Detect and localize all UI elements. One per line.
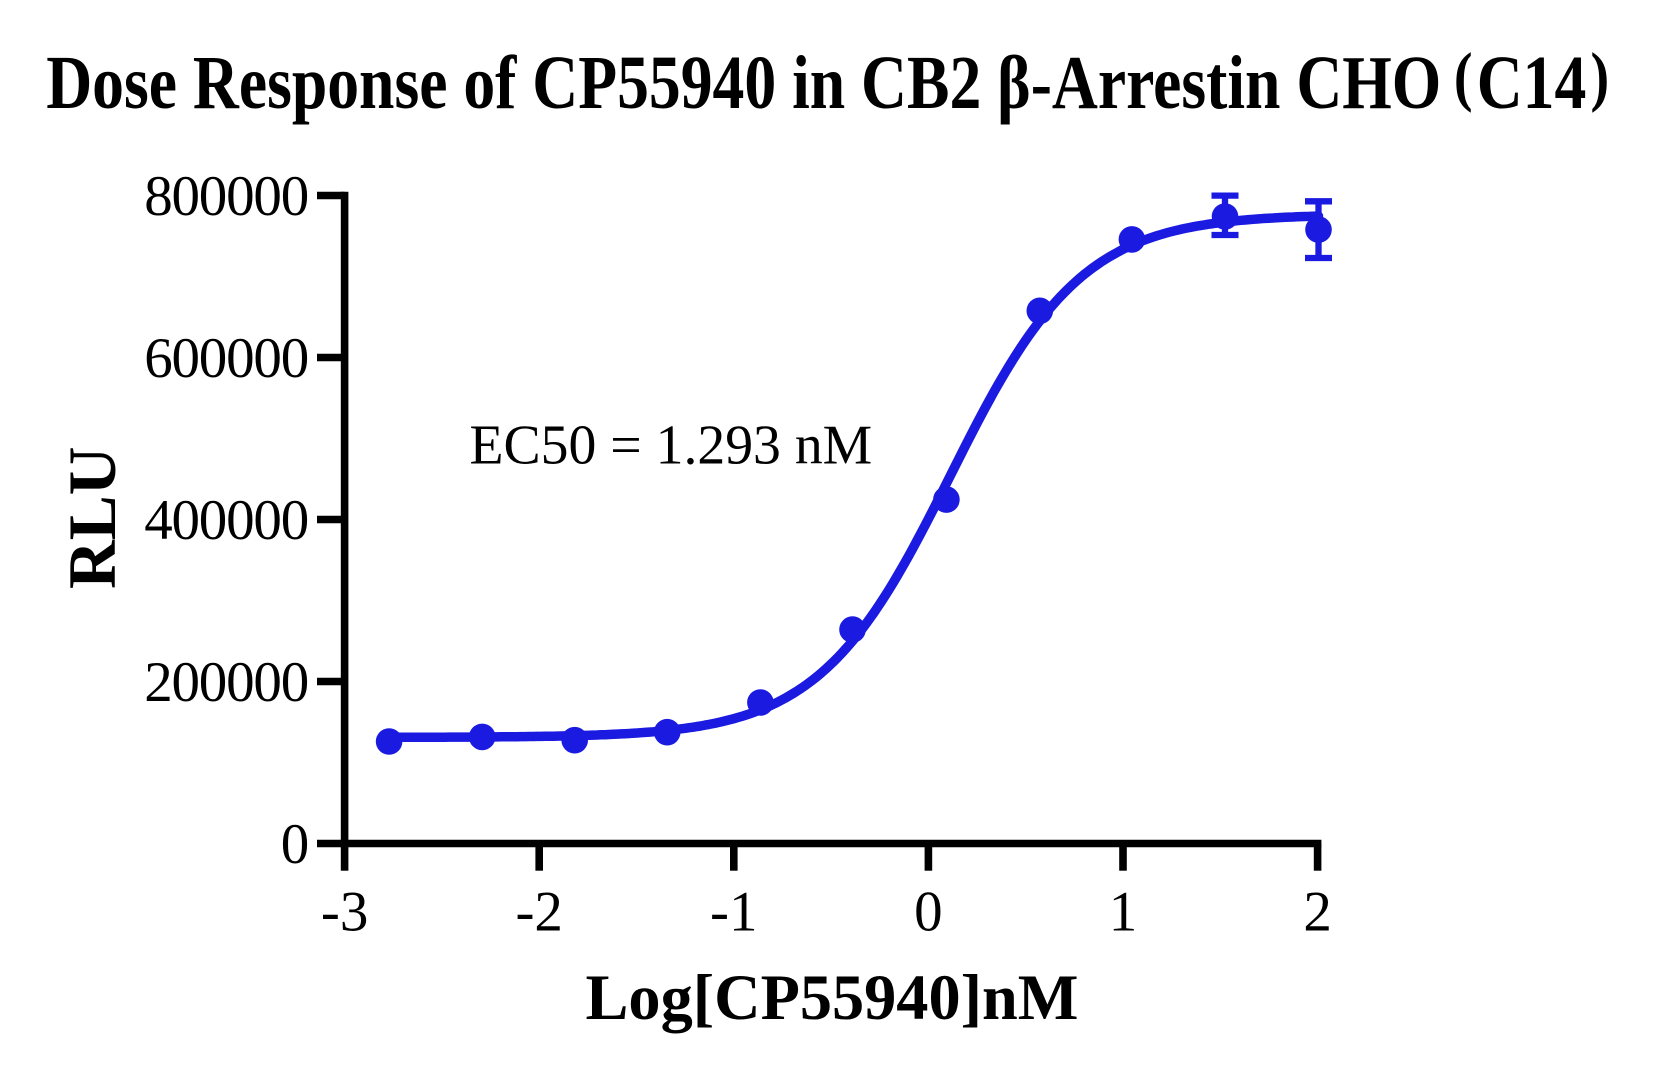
svg-text:0: 0 xyxy=(281,813,308,876)
svg-text:0: 0 xyxy=(914,881,943,944)
svg-text:Dose Response of CP55940 in CB: Dose Response of CP55940 in CB2 β-Arrest… xyxy=(46,40,1609,125)
svg-text:800000: 800000 xyxy=(144,165,308,228)
svg-text:200000: 200000 xyxy=(144,651,308,714)
svg-text:400000: 400000 xyxy=(144,489,308,552)
svg-text:EC50 = 1.293 nM: EC50 = 1.293 nM xyxy=(470,415,873,477)
svg-text:600000: 600000 xyxy=(144,327,308,390)
svg-text:-2: -2 xyxy=(515,881,562,944)
svg-text:-1: -1 xyxy=(710,881,757,944)
svg-text:-3: -3 xyxy=(321,881,368,944)
svg-text:2: 2 xyxy=(1303,881,1332,944)
svg-text:1: 1 xyxy=(1109,881,1138,944)
svg-text:Log[CP55940]nM: Log[CP55940]nM xyxy=(586,962,1079,1033)
svg-text:RLU: RLU xyxy=(55,446,130,589)
